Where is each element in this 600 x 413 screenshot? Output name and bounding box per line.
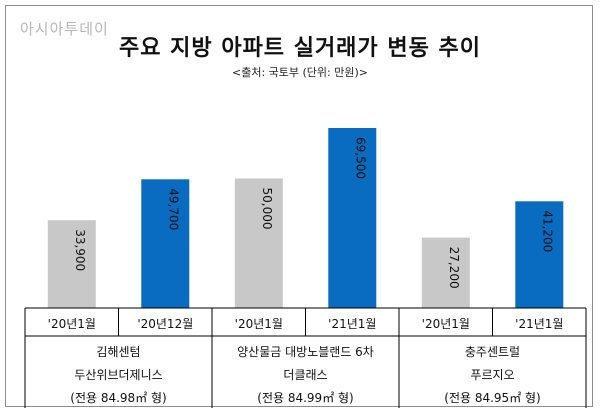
bar-latest xyxy=(328,128,377,308)
group-label: 양산물금 대방노블랜드 6차 xyxy=(237,345,374,359)
chart-frame: 아시아투데이 주요 지방 아파트 실거래가 변동 추이 <출처: 국토부 (단위… xyxy=(5,5,593,408)
group-label: (전용 84.95㎡ 형) xyxy=(444,391,540,405)
group-label: 두산위브더제니스 xyxy=(74,368,162,382)
value-label: 49,700 xyxy=(166,188,180,230)
bar-previous xyxy=(234,178,283,308)
source-note: <출처: 국토부 (단위: 만원)> xyxy=(232,66,368,79)
bar-previous xyxy=(421,237,470,308)
period-label: '21년1월 xyxy=(328,317,376,331)
publisher-logo: 아시아투데이 xyxy=(20,20,109,38)
period-label: '20년12월 xyxy=(137,317,193,331)
value-label: 69,500 xyxy=(353,137,367,179)
group-label: 김해센텀 xyxy=(96,345,140,359)
value-label: 50,000 xyxy=(260,188,274,230)
bar-latest xyxy=(141,179,190,308)
group-label: 충주센트럴 xyxy=(465,345,520,359)
value-label: 41,200 xyxy=(540,210,554,252)
chart-title: 주요 지방 아파트 실거래가 변동 추이 xyxy=(119,36,481,61)
value-label: 27,200 xyxy=(447,247,461,289)
period-label: '20년1월 xyxy=(422,317,470,331)
period-label: '20년1월 xyxy=(235,317,283,331)
period-label: '21년1월 xyxy=(515,317,563,331)
group-label: (전용 84.99㎡ 형) xyxy=(257,391,353,405)
group-label: 더클래스 xyxy=(283,368,327,382)
group-label: 푸르지오 xyxy=(470,368,514,382)
value-label: 33,900 xyxy=(73,229,87,271)
period-label: '20년1월 xyxy=(48,317,96,331)
group-label: (전용 84.98㎡ 형) xyxy=(70,391,166,405)
bar-latest xyxy=(515,201,564,308)
bar-previous xyxy=(47,220,96,308)
